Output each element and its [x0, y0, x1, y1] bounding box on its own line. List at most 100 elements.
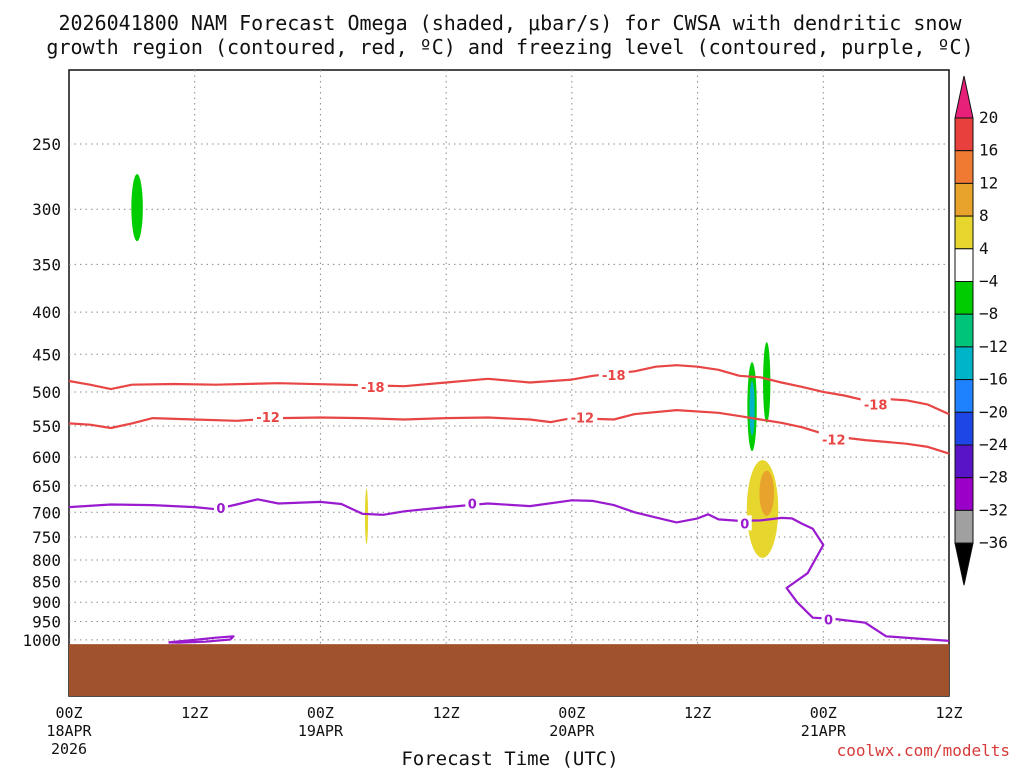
colorbar-label: 4: [979, 239, 989, 258]
credit-text: coolwx.com/modelts: [837, 741, 1010, 760]
contour-label: -18: [361, 381, 385, 396]
x-tick-label: 19APR: [298, 722, 344, 740]
terrain-surface: [69, 644, 949, 696]
colorbar-band: [954, 411, 974, 446]
chart-title-line-1: 2026041800 NAM Forecast Omega (shaded, μ…: [58, 11, 962, 35]
y-tick-label: 700: [32, 503, 61, 522]
contour-label: 0: [740, 517, 749, 532]
green-updraft-upper: [131, 174, 143, 242]
y-tick-label: 900: [32, 593, 61, 612]
x-tick-label: 00Z: [810, 704, 837, 722]
contour-label: -18: [864, 399, 888, 414]
contour-label-bg: [567, 409, 598, 425]
colorbar-label: −4: [979, 272, 998, 291]
y-tick-label: 500: [32, 383, 61, 402]
contour-label-bg: [213, 500, 228, 516]
y-tick-label: 250: [32, 135, 61, 154]
colorbar-band: [954, 215, 974, 250]
colorbar-band: [954, 182, 974, 217]
colorbar-bottom-arrow: [954, 542, 974, 586]
x-axis-label: Forecast Time (UTC): [401, 748, 618, 768]
y-tick-label: 1000: [22, 631, 61, 650]
chart-title-line-2: growth region (contoured, red, ºC) and f…: [46, 35, 973, 59]
y-tick-label: 450: [32, 345, 61, 364]
zero-c-near-surface: [168, 635, 235, 644]
contour-label-bg: [357, 378, 388, 394]
x-tick-label: 12Z: [433, 704, 460, 722]
x-tick-label: 12Z: [181, 704, 208, 722]
colorbar-label: 8: [979, 206, 989, 225]
colorbar-label: −24: [979, 435, 1008, 454]
y-tick-label: 350: [32, 255, 61, 274]
colorbar: 20 16 12 8 4 −4 −8 −12 −16 −20 −24 −28 −32 −36: [954, 75, 1008, 586]
colorbar-band: [954, 281, 974, 315]
colorbar-label: −32: [979, 500, 1008, 519]
grid: [69, 70, 949, 696]
colorbar-label: −16: [979, 370, 1008, 389]
contour-label: -12: [256, 411, 280, 426]
x-tick-label: 00Z: [55, 704, 82, 722]
contour-label: -12: [822, 433, 846, 448]
colorbar-label: −36: [979, 533, 1008, 552]
y-axis-ticks: 2503003504004505005506006507007508008509…: [22, 135, 61, 650]
colorbar-band: [954, 346, 974, 381]
colorbar-label: −8: [979, 304, 998, 323]
contour-label-bg: [821, 611, 836, 627]
contour-label-bg: [818, 431, 849, 447]
colorbar-band: [954, 248, 974, 283]
colorbar-band: [954, 379, 974, 413]
x-tick-label: 00Z: [307, 704, 334, 722]
omega-shading: [131, 174, 779, 558]
contour-label-bg: [737, 515, 752, 531]
y-tick-label: 300: [32, 200, 61, 219]
contour-label-bg: [253, 408, 284, 424]
y-tick-label: 750: [32, 528, 61, 547]
y-tick-label: 650: [32, 477, 61, 496]
x-tick-label: 00Z: [558, 704, 585, 722]
plot-frame: [68, 69, 950, 697]
teal-updraft-core: [749, 381, 755, 436]
y-tick-label: 550: [32, 417, 61, 436]
colorbar-label: −28: [979, 468, 1008, 487]
contour-label-bg: [860, 396, 891, 412]
colorbar-top-arrow: [954, 75, 974, 119]
colorbar-label: 12: [979, 173, 998, 192]
terrain: [69, 644, 949, 696]
green-updraft-20apr-b: [763, 342, 771, 423]
contour-label: -12: [571, 411, 595, 426]
zero-c-freezing-level: [68, 498, 950, 642]
contour-label-bg: [465, 495, 480, 511]
contour-labels: -18 -18 -18 -12 -12 -12 0 0 0 0: [213, 367, 891, 628]
orange-omega-core: [759, 470, 775, 516]
colorbar-label: 16: [979, 141, 998, 160]
x-tick-label: 12Z: [935, 704, 962, 722]
yellow-updraft-19apr: [364, 488, 369, 545]
y-tick-label: 600: [32, 448, 61, 467]
minus-18-isotherm: [68, 364, 950, 416]
colorbar-label: −12: [979, 337, 1008, 356]
x-tick-label: 18APR: [46, 722, 92, 740]
colorbar-band: [954, 150, 974, 184]
colorbar-band: [954, 444, 974, 479]
x-tick-label: 2026: [51, 740, 87, 758]
colorbar-label: 20: [979, 108, 998, 127]
y-tick-label: 800: [32, 551, 61, 570]
colorbar-band: [954, 509, 974, 544]
x-tick-label: 21APR: [801, 722, 847, 740]
contour-label: 0: [468, 498, 477, 513]
y-tick-label: 950: [32, 613, 61, 632]
contour-label-bg: [598, 367, 629, 383]
contour-label: 0: [824, 613, 833, 628]
colorbar-band: [954, 313, 974, 348]
colorbar-band: [954, 477, 974, 511]
contour-label: -18: [602, 369, 626, 384]
x-tick-label: 20APR: [549, 722, 595, 740]
colorbar-label: −20: [979, 402, 1008, 421]
x-tick-label: 12Z: [684, 704, 711, 722]
y-tick-label: 400: [32, 303, 61, 322]
colorbar-band: [954, 117, 974, 152]
contour-label: 0: [216, 502, 225, 517]
plot-area: -18 -18 -18 -12 -12 -12 0 0 0 0: [68, 69, 950, 697]
